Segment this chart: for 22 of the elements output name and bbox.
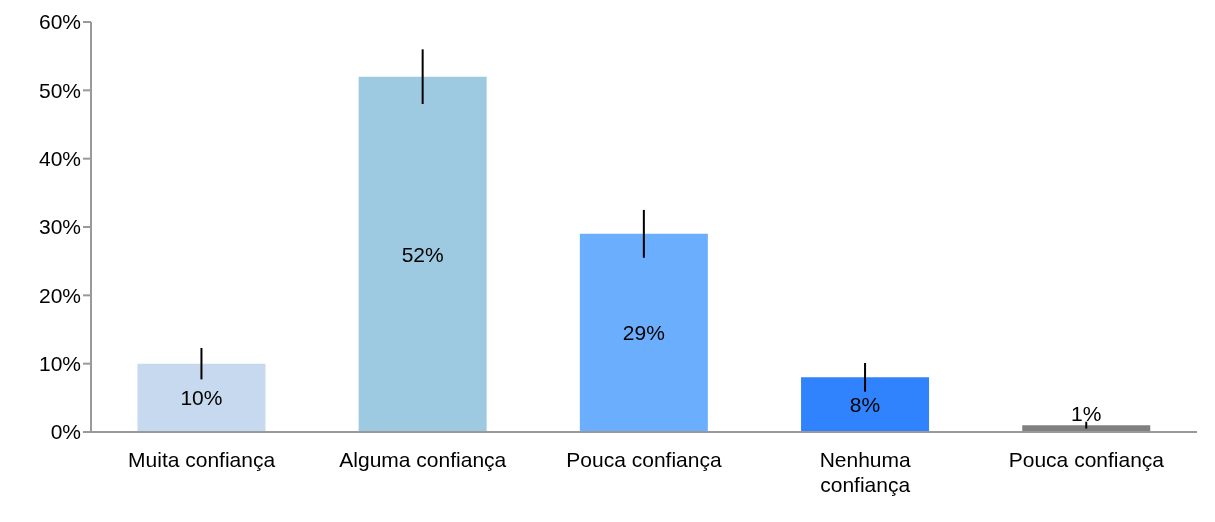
y-tick-label: 50% [38, 78, 81, 102]
x-tick-label: Muita confiança [128, 447, 276, 471]
bar [358, 76, 487, 432]
y-tick-label: 30% [38, 215, 81, 239]
y-tick-label: 20% [38, 283, 81, 307]
data-label: 10% [180, 386, 223, 410]
bar [579, 233, 708, 432]
y-tick-label: 40% [38, 147, 81, 171]
data-label: 29% [622, 321, 665, 345]
bar [801, 377, 930, 432]
x-tick-label: Nenhuma confiança [819, 447, 912, 497]
data-label: 8% [849, 393, 881, 417]
data-label: 1% [1071, 401, 1102, 425]
data-label: 52% [401, 242, 444, 266]
y-tick-label: 10% [38, 352, 81, 376]
y-tick-label: 60% [38, 10, 81, 34]
bar [1022, 425, 1151, 432]
x-tick-label: Alguma confiança [339, 447, 507, 471]
x-tick-label: Pouca confiança [1008, 447, 1165, 471]
bar [137, 363, 266, 432]
y-tick-label: 0% [50, 420, 81, 444]
x-tick-label: Pouca confiança [566, 447, 722, 471]
